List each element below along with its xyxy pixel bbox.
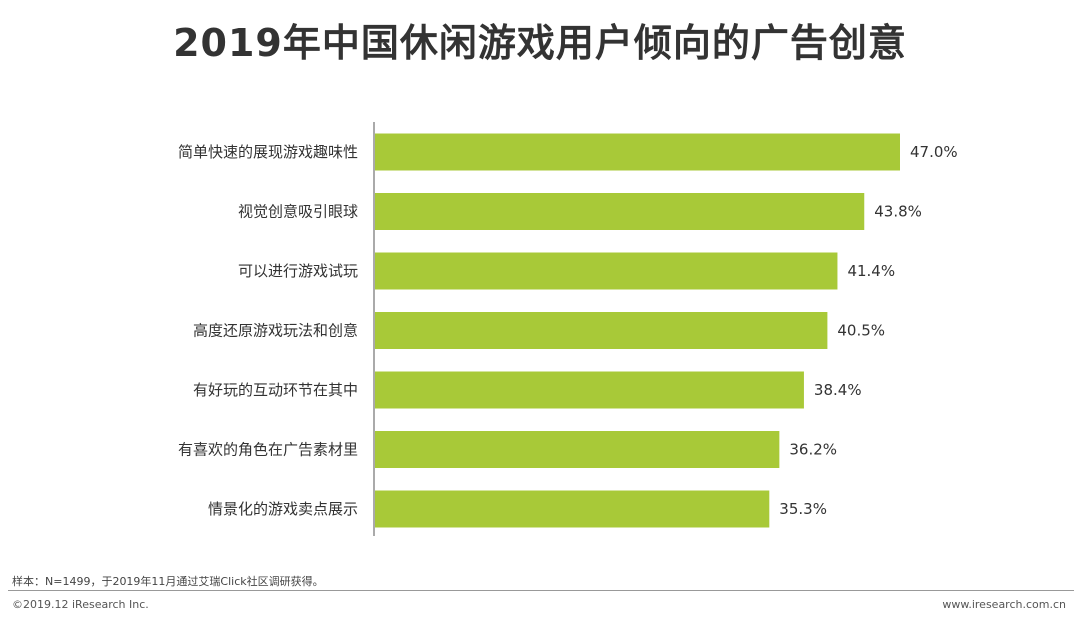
bar [375, 371, 804, 409]
category-label: 简单快速的展现游戏趣味性 [178, 143, 358, 161]
bar [375, 490, 770, 528]
value-label: 35.3% [779, 500, 827, 518]
footer-divider [8, 590, 1074, 591]
value-label: 43.8% [874, 203, 922, 221]
sample-note: 样本：N=1499，于2019年11月通过艾瑞Click社区调研获得。 [12, 575, 324, 588]
bar [375, 193, 865, 230]
bar [375, 133, 900, 171]
category-label: 高度还原游戏玩法和创意 [193, 322, 358, 340]
category-label: 情景化的游戏卖点展示 [208, 500, 358, 518]
bar [375, 431, 780, 468]
copyright-text: ©2019.12 iResearch Inc. [12, 598, 149, 611]
bar [375, 312, 828, 349]
bars-layer: 简单快速的展现游戏趣味性 47.0% 视觉创意吸引眼球 43.8% 可以进行游戏试玩 41… [178, 133, 958, 528]
chart-title: 2019年中国休闲游戏用户倾向的广告创意 [173, 21, 907, 65]
value-label: 36.2% [789, 441, 837, 459]
category-label: 有喜欢的角色在广告素材里 [178, 441, 358, 459]
website-text: www.iresearch.com.cn [942, 598, 1066, 611]
value-label: 38.4% [814, 381, 862, 399]
value-label: 41.4% [847, 262, 895, 280]
category-label: 有好玩的互动环节在其中 [193, 381, 358, 399]
value-label: 40.5% [837, 322, 885, 340]
bar-chart: 简单快速的展现游戏趣味性 47.0% 视觉创意吸引眼球 43.8% 可以进行游戏试玩 41… [178, 122, 958, 536]
category-label: 可以进行游戏试玩 [238, 262, 358, 280]
category-label: 视觉创意吸引眼球 [238, 203, 358, 221]
bar [375, 252, 838, 290]
value-label: 47.0% [910, 143, 958, 161]
